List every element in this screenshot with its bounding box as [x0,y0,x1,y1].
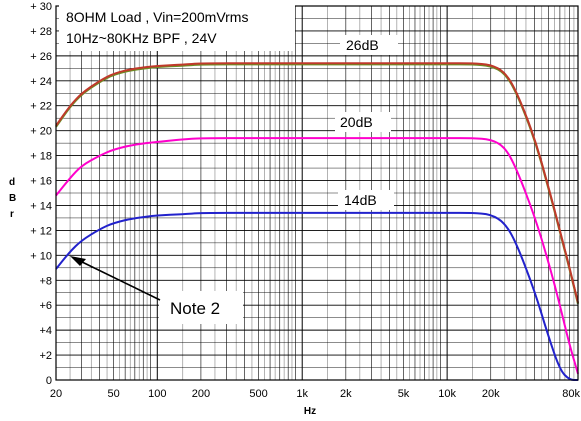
x-tick-label: 100 [148,388,166,400]
y-axis-label-char-2: B [9,193,16,204]
y-tick-label: + 16 [30,176,52,188]
y-tick-label: +8 [39,275,52,287]
series-label-26db: 26dB [346,37,379,53]
series-group [55,62,580,381]
note-arrow-head [70,256,86,266]
y-tick-label: + 12 [30,225,52,237]
y-tick-label: +4 [39,325,52,337]
x-tick-label: 20k [482,388,500,400]
series-label-14db: 14dB [344,192,377,208]
chart-title-line-2: 10Hz~80KHz BPF , 24V [66,30,217,46]
y-tick-label: + 24 [30,76,52,88]
y-tick-label: + 10 [30,250,52,262]
series-line-14db [55,211,578,381]
chart-title-line-1: 8OHM Load , Vin=200mVrms [66,9,248,25]
y-tick-label: + 18 [30,151,52,163]
x-tick-labels: 20 50 100 200 500 1k 2k 5k 10k 20k 80k [50,388,581,400]
series-label-box-26db [340,35,398,55]
y-tick-label: 0 [46,375,52,387]
note-arrow-line [77,259,161,301]
y-axis-label-char-3: r [10,209,14,220]
x-tick-label: 200 [192,388,210,400]
x-tick-label: 500 [249,388,267,400]
y-tick-label: + 14 [30,200,52,212]
series-line-20db [55,137,579,375]
series-line-26db [55,62,579,303]
series-label-20db: 20dB [340,114,373,130]
y-tick-label: + 22 [30,101,52,113]
x-tick-label: 5k [398,388,410,400]
y-axis-label-char-1: d [9,177,15,188]
y-tick-label: +2 [39,350,52,362]
note-label: Note 2 [170,299,220,318]
title-box [59,5,295,51]
x-tick-label: 10k [438,388,456,400]
x-tick-label: 50 [108,388,120,400]
grid-lines [55,5,579,381]
x-tick-label: 20 [50,388,62,400]
y-tick-labels: + 30 + 28 + 26 + 24 + 22 + 20 + 18 + 16 + 14 + 12… [30,1,52,387]
y-tick-label: + 26 [30,51,52,63]
plot-frame [55,5,579,381]
x-tick-label: 2k [340,388,352,400]
x-tick-label: 1k [296,388,308,400]
series-label-box-14db [338,190,394,210]
y-tick-label: + 30 [30,1,52,13]
x-axis-label: Hz [304,406,316,417]
note-box [159,291,243,324]
series-label-box-20db [335,112,391,132]
y-tick-label: +6 [39,300,52,312]
y-tick-label: + 28 [30,26,52,38]
x-tick-label: 80k [562,388,580,400]
y-tick-label: + 20 [30,126,52,138]
